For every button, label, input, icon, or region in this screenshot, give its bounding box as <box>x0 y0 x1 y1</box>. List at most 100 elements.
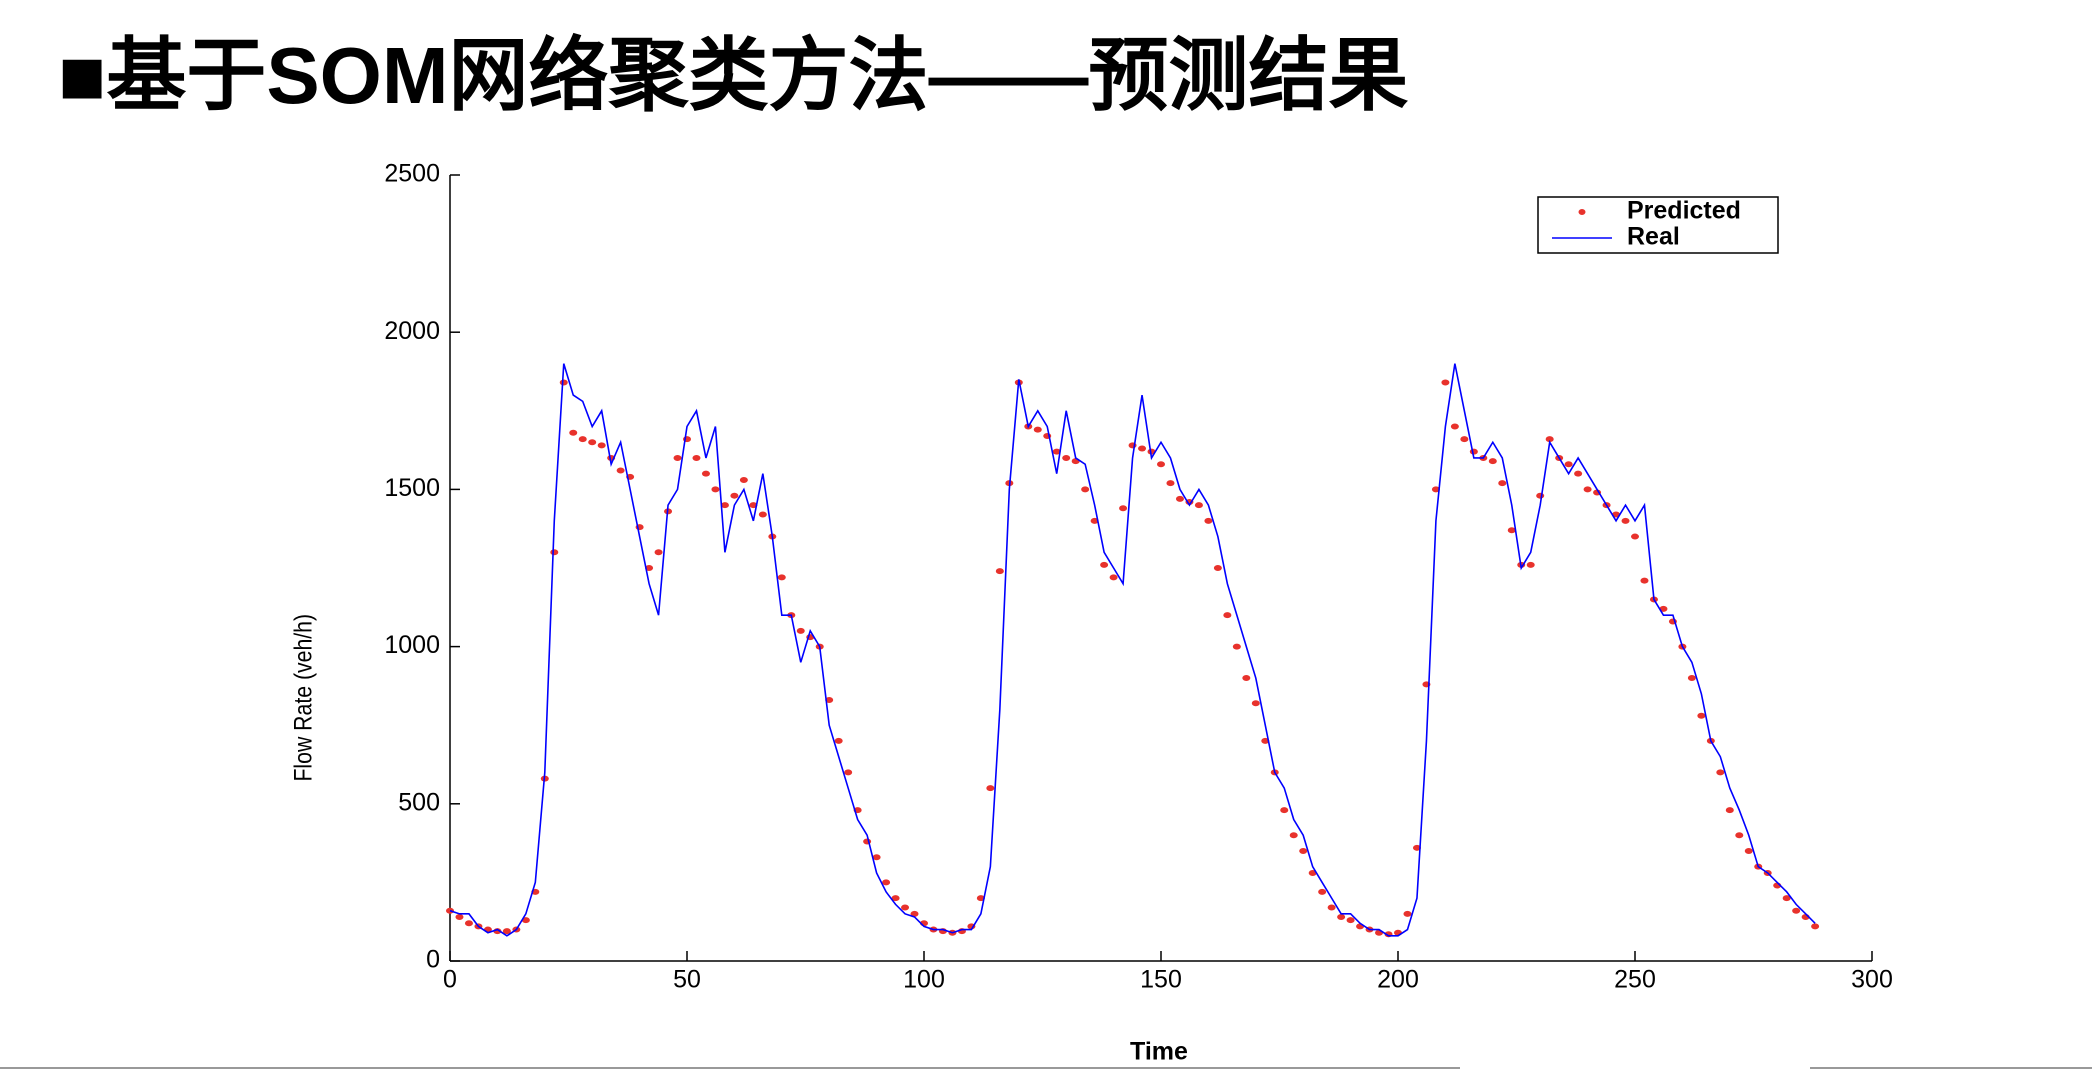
predicted-point <box>1100 561 1109 568</box>
predicted-point <box>730 492 739 499</box>
predicted-point <box>1792 907 1801 914</box>
predicted-point <box>720 502 729 509</box>
predicted-point <box>1119 505 1128 512</box>
predicted-point <box>891 895 900 902</box>
predicted-point <box>1166 480 1175 487</box>
legend-label: Predicted <box>1627 197 1741 225</box>
predicted-point <box>1697 712 1706 719</box>
y-tick-label: 1000 <box>384 631 440 659</box>
real-line <box>449 363 1816 937</box>
predicted-point <box>1498 480 1507 487</box>
legend-label: Real <box>1627 223 1680 251</box>
predicted-point <box>1204 517 1213 524</box>
predicted-point <box>825 697 834 704</box>
predicted-point <box>1536 492 1545 499</box>
predicted-point <box>1526 561 1535 568</box>
x-axis-label: Time <box>1130 1038 1188 1066</box>
predicted-point <box>1327 904 1336 911</box>
predicted-point <box>844 769 853 776</box>
predicted-point <box>1081 486 1090 493</box>
predicted-point <box>1346 917 1355 924</box>
predicted-point <box>1299 847 1308 854</box>
predicted-point <box>758 511 767 518</box>
predicted-point <box>1631 533 1639 540</box>
predicted-point <box>1289 832 1298 839</box>
predicted-point <box>701 470 710 477</box>
predicted-point <box>1033 426 1042 433</box>
predicted-point <box>1716 769 1725 776</box>
predicted-point <box>1469 448 1478 455</box>
predicted-point <box>1621 517 1630 524</box>
predicted-point <box>654 549 663 556</box>
predicted-point <box>749 502 758 509</box>
predicted-point <box>616 467 625 474</box>
predicted-point <box>1138 445 1147 452</box>
predicted-point <box>588 439 597 446</box>
predicted-point <box>834 737 843 744</box>
legend-swatch <box>1578 209 1586 215</box>
y-tick-label: 2000 <box>384 317 440 345</box>
x-tick-label: 100 <box>903 966 945 994</box>
predicted-point <box>1194 502 1203 509</box>
predicted-point <box>1507 527 1516 534</box>
predicted-point <box>777 574 786 581</box>
predicted-point <box>502 928 511 935</box>
predicted-point <box>550 549 559 556</box>
y-tick-label: 0 <box>426 946 440 974</box>
predicted-point <box>1811 923 1820 930</box>
predicted-point <box>1337 913 1346 920</box>
predicted-point <box>1232 643 1241 650</box>
predicted-point <box>569 429 578 436</box>
predicted-point <box>1735 832 1744 839</box>
predicted-point <box>464 920 473 927</box>
predicted-point <box>673 454 682 461</box>
predicted-point <box>1052 448 1061 455</box>
predicted-point <box>711 486 720 493</box>
predicted-point <box>1460 436 1469 443</box>
predicted-point <box>597 442 606 449</box>
predicted-point <box>645 565 654 571</box>
predicted-point <box>1090 517 1099 524</box>
x-tick-label: 50 <box>673 966 701 994</box>
predicted-point <box>739 476 748 483</box>
predicted-point <box>796 627 805 634</box>
legend-box <box>1537 196 1779 254</box>
predicted-point <box>1687 675 1696 682</box>
predicted-point <box>1545 436 1554 443</box>
predicted-point <box>1574 470 1583 477</box>
predicted-point <box>1450 423 1459 430</box>
predicted-point <box>692 454 701 461</box>
predicted-point <box>986 785 995 792</box>
predicted-point <box>455 913 464 920</box>
predicted-point <box>1157 461 1165 468</box>
predicted-point <box>872 854 881 861</box>
y-tick-label: 1500 <box>384 474 440 502</box>
y-tick-label: 500 <box>398 788 440 816</box>
x-tick-label: 300 <box>1851 966 1893 994</box>
x-tick-label: 150 <box>1140 966 1182 994</box>
predicted-point <box>1175 495 1184 502</box>
predicted-point <box>1318 888 1327 895</box>
predicted-point <box>1782 895 1791 902</box>
predicted-point <box>1109 574 1118 581</box>
predicted-point <box>1251 700 1260 707</box>
predicted-point <box>1062 454 1071 461</box>
predicted-point <box>1744 847 1753 854</box>
predicted-point <box>1441 379 1450 386</box>
predicted-point <box>995 568 1004 575</box>
predicted-point <box>901 904 910 911</box>
predicted-point <box>1223 612 1232 619</box>
x-tick-label: 200 <box>1377 966 1419 994</box>
predicted-point <box>1640 577 1649 584</box>
predicted-point <box>578 436 587 443</box>
predicted-point <box>559 379 568 386</box>
predicted-point <box>1431 486 1440 493</box>
predicted-point <box>910 910 919 917</box>
predicted-point <box>1488 458 1497 465</box>
predicted-point <box>1412 844 1421 851</box>
x-tick-label: 250 <box>1614 966 1656 994</box>
predicted-point <box>1403 910 1412 917</box>
predicted-point <box>1213 565 1222 571</box>
predicted-point <box>1725 807 1734 814</box>
